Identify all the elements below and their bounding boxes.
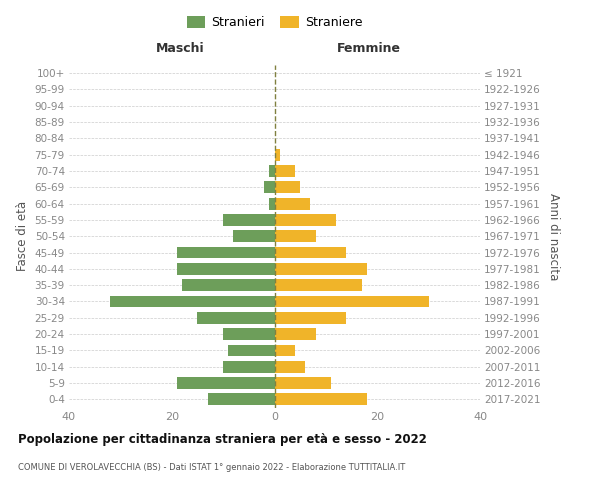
Text: COMUNE DI VEROLAVECCHIA (BS) - Dati ISTAT 1° gennaio 2022 - Elaborazione TUTTITA: COMUNE DI VEROLAVECCHIA (BS) - Dati ISTA… — [18, 462, 405, 471]
Bar — [177, 377, 275, 389]
Bar — [275, 198, 310, 209]
Bar — [275, 296, 428, 308]
Bar — [228, 344, 275, 356]
Bar — [182, 280, 275, 291]
Bar — [110, 296, 275, 308]
Bar — [275, 280, 362, 291]
Y-axis label: Fasce di età: Fasce di età — [16, 201, 29, 272]
Bar — [275, 361, 305, 372]
Text: Femmine: Femmine — [337, 42, 401, 54]
Bar — [269, 198, 275, 209]
Bar — [208, 394, 275, 405]
Bar — [275, 182, 300, 193]
Legend: Stranieri, Straniere: Stranieri, Straniere — [182, 12, 367, 34]
Bar — [275, 263, 367, 274]
Bar — [275, 165, 295, 177]
Bar — [223, 214, 275, 226]
Bar — [275, 394, 367, 405]
Bar — [223, 361, 275, 372]
Text: Popolazione per cittadinanza straniera per età e sesso - 2022: Popolazione per cittadinanza straniera p… — [18, 432, 427, 446]
Bar — [264, 182, 275, 193]
Bar — [269, 165, 275, 177]
Bar — [233, 230, 275, 242]
Bar — [275, 377, 331, 389]
Bar — [275, 344, 295, 356]
Bar — [223, 328, 275, 340]
Bar — [275, 214, 336, 226]
Bar — [275, 149, 280, 160]
Bar — [197, 312, 275, 324]
Text: Maschi: Maschi — [155, 42, 204, 54]
Bar — [275, 230, 316, 242]
Bar — [275, 312, 346, 324]
Bar — [177, 246, 275, 258]
Bar — [177, 263, 275, 274]
Bar — [275, 246, 346, 258]
Bar — [275, 328, 316, 340]
Y-axis label: Anni di nascita: Anni di nascita — [547, 192, 560, 280]
